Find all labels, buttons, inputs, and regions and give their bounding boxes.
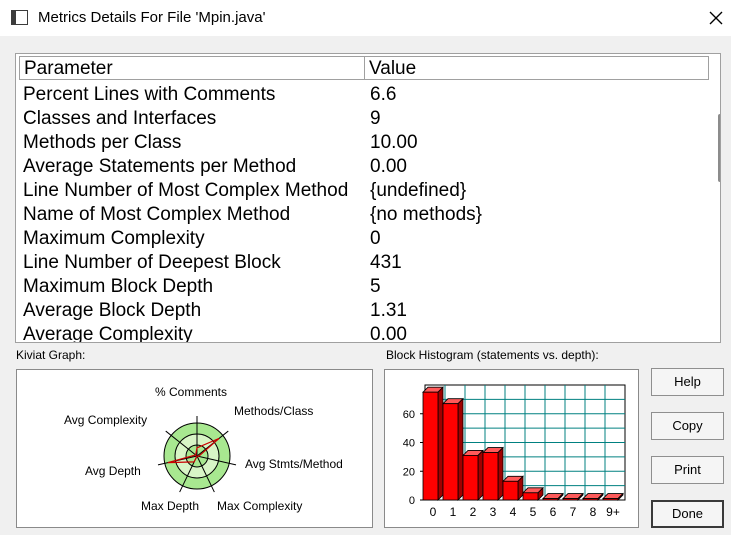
kiviat-axis-methods-per-class: Methods/Class [234,404,314,418]
kiviat-axis-comments: % Comments [155,385,228,399]
table-row[interactable]: Average Complexity 0.00 [23,323,703,343]
histogram-bar [542,498,559,501]
histogram-bar [462,455,479,501]
kiviat-polygon [167,437,220,464]
table-row[interactable]: Average Block Depth 1.31 [23,299,703,323]
y-tick-label: 60 [403,409,415,421]
x-tick-label: 9+ [606,505,620,519]
value-cell: 10.00 [370,132,418,153]
x-tick-label: 0 [430,505,437,519]
parameter-cell: Methods per Class [23,132,182,153]
kiviat-axis-avg-depth: Avg Depth [85,464,141,478]
histogram-bar [442,403,459,501]
window-title: Metrics Details For File 'Mpin.java' [38,9,266,26]
metrics-list[interactable]: Parameter Value Percent Lines with Comme… [15,53,721,343]
value-cell: 9 [370,108,381,129]
help-button[interactable]: Help [651,368,724,396]
x-tick-label: 2 [470,505,477,519]
histogram-bar-side [437,386,444,501]
value-cell: 431 [370,252,402,273]
table-row[interactable]: Name of Most Complex Method {no methods} [23,203,703,227]
parameter-cell: Average Statements per Method [23,156,297,177]
parameter-cell: Line Number of Most Complex Method [23,180,349,201]
table-row[interactable]: Line Number of Most Complex Method {undef… [23,179,703,203]
copy-button[interactable]: Copy [651,412,724,440]
print-button[interactable]: Print [651,456,724,484]
value-cell: 5 [370,276,381,297]
histogram-label: Block Histogram (statements vs. depth): [386,348,599,362]
kiviat-spoke [196,455,215,493]
close-icon [709,11,723,25]
histogram-bar [602,498,619,501]
x-tick-label: 5 [530,505,537,519]
histogram-bar [582,498,599,501]
kiviat-graph-label: Kiviat Graph: [16,348,86,362]
x-tick-label: 3 [490,505,497,519]
parameter-cell: Maximum Complexity [23,228,205,249]
histogram-bar-side [477,449,484,501]
kiviat-graph [157,416,237,493]
done-button[interactable]: Done [651,500,724,528]
parameter-cell: Classes and Interfaces [23,108,217,129]
y-tick-label: 40 [403,438,415,450]
kiviat-spoke [196,455,237,466]
histogram-bar-side [457,397,464,501]
kiviat-spoke [165,430,198,457]
list-header: Parameter Value [19,56,709,80]
parameter-cell: Percent Lines with Comments [23,84,276,105]
table-row[interactable]: Classes and Interfaces 9 [23,107,703,131]
close-button[interactable] [700,0,731,36]
kiviat-axis-avg-complexity: Avg Complexity [64,413,148,427]
x-tick-label: 6 [550,505,557,519]
kiviat-axis-max-depth: Max Depth [141,499,200,513]
y-tick-label: 0 [409,495,415,507]
window-icon [11,10,28,25]
column-header-value[interactable]: Value [369,58,417,79]
histogram-bar [562,498,579,501]
value-cell: {no methods} [370,204,482,225]
table-row[interactable]: Maximum Complexity 0 [23,227,703,251]
value-cell: 0.00 [370,156,407,177]
value-cell: {undefined} [370,180,467,201]
value-cell: 0.00 [370,324,407,343]
parameter-cell: Maximum Block Depth [23,276,214,297]
title-bar: Metrics Details For File 'Mpin.java' [0,0,731,36]
parameter-cell: Name of Most Complex Method [23,204,291,225]
histogram-bar [502,480,519,501]
table-row[interactable]: Methods per Class 10.00 [23,131,703,155]
scrollbar-thumb[interactable] [718,114,720,182]
parameter-cell: Average Block Depth [23,300,202,321]
table-row[interactable]: Line Number of Deepest Block 431 [23,251,703,275]
value-cell: 0 [370,228,381,249]
histogram-bar-side [497,446,504,501]
kiviat-axis-max-complexity: Max Complexity [217,499,303,513]
table-row[interactable]: Maximum Block Depth 5 [23,275,703,299]
value-cell: 1.31 [370,300,407,321]
x-tick-label: 7 [570,505,577,519]
table-row[interactable]: Average Statements per Method 0.00 [23,155,703,179]
parameter-cell: Line Number of Deepest Block [23,252,281,273]
value-cell: 6.6 [370,84,397,105]
x-tick-label: 4 [510,505,517,519]
histogram-bar [422,391,439,501]
histogram-panel: 0 20 40 60 0 1 2 3 4 5 6 7 8 9+ [384,369,639,528]
kiviat-axis-avg-stmts-per-method: Avg Stmts/Method [245,457,343,471]
histogram-bar [522,492,539,501]
y-tick-label: 20 [403,466,415,478]
x-tick-label: 1 [450,505,457,519]
histogram-bar [482,452,499,501]
kiviat-graph-panel: % Comments Methods/Class Avg Stmts/Metho… [16,369,373,528]
column-header-parameter[interactable]: Parameter [20,57,365,79]
x-tick-label: 8 [590,505,597,519]
table-row[interactable]: Percent Lines with Comments 6.6 [23,83,703,107]
parameter-cell: Average Complexity [23,324,193,343]
